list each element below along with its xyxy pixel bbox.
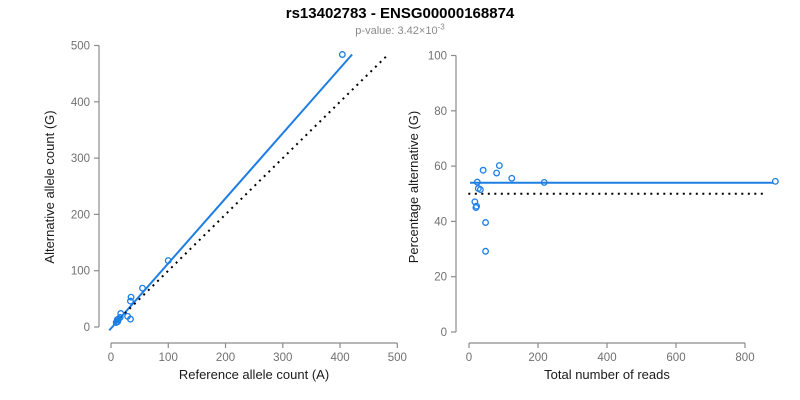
x-tick-label: 600: [666, 352, 685, 364]
data-point: [476, 186, 484, 194]
regression-line: [108, 53, 353, 332]
y-tick-label: 400: [71, 97, 90, 109]
left-xaxis-label: Reference allele count (A): [178, 367, 330, 382]
x-tick-label: 200: [216, 352, 235, 364]
right-xaxis-label: Total number of reads: [544, 367, 670, 382]
percentage-vs-reads-panel: 0 200 400 600 800 0 20 40 60 80 100: [428, 51, 779, 364]
pvalue-subtitle: p-value: 3.42×10-3: [0, 22, 800, 37]
data-point: [127, 293, 135, 301]
y-tick-label: 500: [71, 41, 90, 53]
x-tick-label: 100: [159, 352, 178, 364]
allele-counts-panel: 0 100 200 300 400 500 0 100 200 300 400 500: [71, 41, 407, 365]
y-tick-label: 200: [71, 209, 90, 221]
data-point: [482, 219, 490, 226]
data-point: [127, 315, 134, 323]
y-tick-label: 60: [434, 161, 447, 173]
pvalue-exponent: -3: [437, 22, 445, 32]
data-point: [164, 257, 172, 265]
x-tick-label: 300: [273, 352, 292, 364]
data-point: [139, 284, 146, 292]
pvalue-text: p-value: 3.42×10: [355, 25, 438, 37]
x-tick-label: 0: [108, 352, 114, 364]
x-tick-label: 500: [388, 352, 407, 364]
data-point: [114, 315, 122, 323]
data-point: [508, 174, 516, 182]
data-point: [117, 310, 125, 317]
identity-line: [114, 54, 389, 324]
data-point: [473, 202, 481, 210]
data-point: [127, 297, 134, 305]
left-yaxis-label: Alternative allele count (G): [42, 110, 57, 264]
x-tick-label: 0: [466, 352, 472, 364]
y-tick-label: 0: [84, 322, 90, 334]
data-point: [473, 178, 481, 186]
data-point: [771, 177, 779, 185]
data-point: [540, 178, 548, 186]
data-point: [495, 162, 503, 169]
y-tick-label: 0: [441, 327, 447, 339]
data-point: [116, 313, 124, 321]
x-tick-label: 400: [330, 352, 349, 364]
data-point: [482, 247, 490, 255]
page-title: rs13402783 - ENSG00000168874: [285, 5, 515, 22]
data-point: [493, 169, 501, 177]
y-tick-label: 80: [434, 106, 447, 118]
x-tick-label: 400: [597, 352, 616, 364]
data-point: [338, 51, 346, 58]
y-tick-label: 40: [434, 216, 447, 228]
x-tick-label: 800: [735, 352, 754, 364]
y-tick-label: 20: [434, 272, 447, 284]
y-tick-label: 100: [428, 51, 447, 63]
right-yaxis-label: Percentage alternative (G): [406, 110, 421, 264]
y-tick-label: 100: [71, 266, 90, 278]
y-tick-label: 300: [71, 153, 90, 165]
data-point: [479, 166, 487, 174]
x-tick-label: 200: [528, 352, 547, 364]
